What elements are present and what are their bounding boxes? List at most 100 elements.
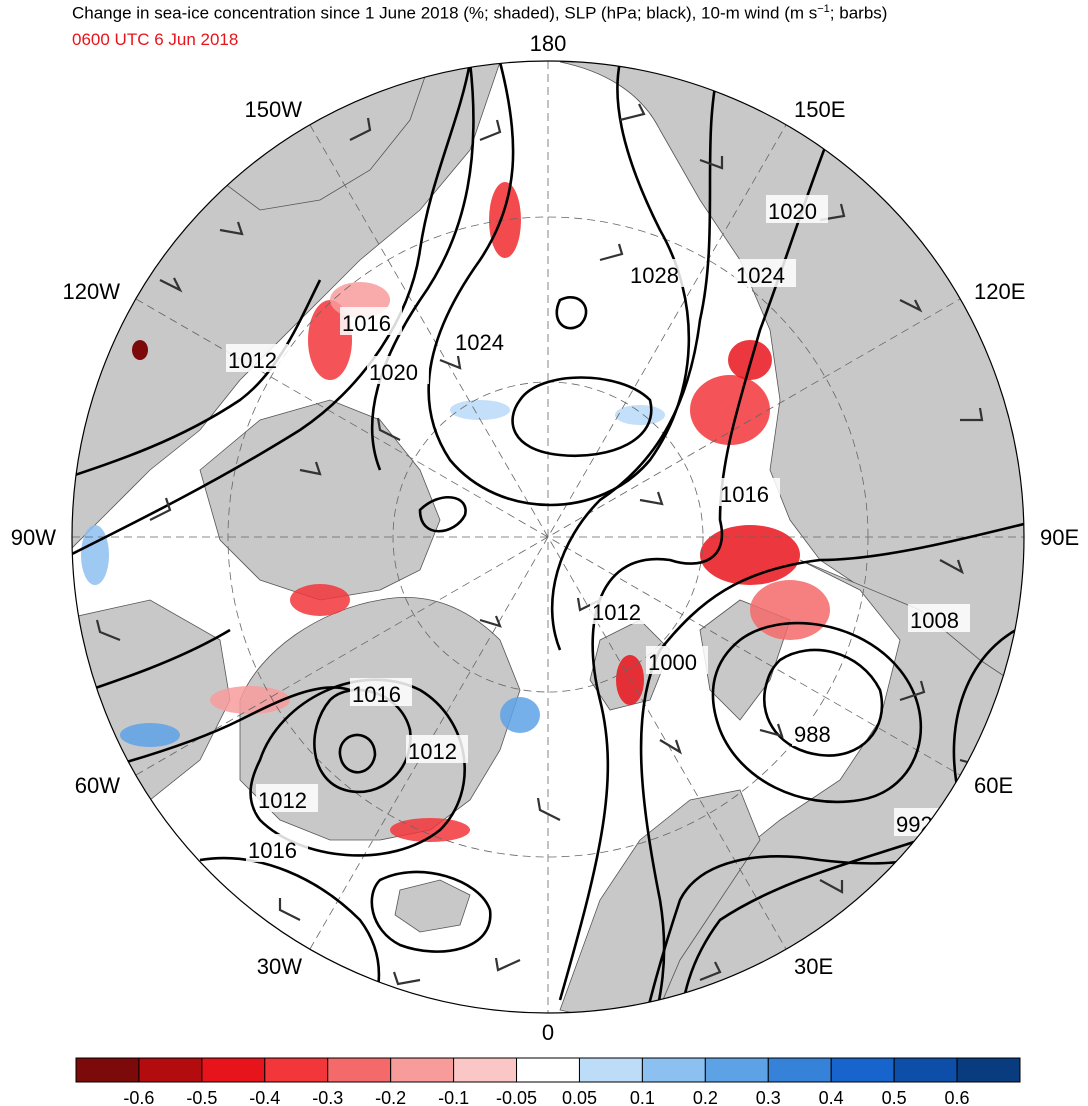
longitude-labels: 180 150E 120E 90E 60E 30E 0 30W 60W 90W …: [11, 31, 1079, 1045]
wind-barb: [299, 461, 322, 476]
lon-label-60w: 60W: [75, 773, 120, 798]
wind-barb: [149, 497, 172, 521]
lon-label-30e: 30E: [794, 954, 833, 979]
isobar-label: 1024: [455, 330, 504, 355]
isobar-label: 1016: [248, 838, 297, 863]
ice-gain-central: [450, 400, 510, 420]
colorbar-box: [453, 1057, 518, 1083]
ice-loss-hudson: [210, 686, 290, 714]
isobar-11: [762, 648, 884, 757]
isobar-7: [550, 61, 722, 651]
isobar-16: [249, 678, 466, 857]
isobar-1: [370, 61, 475, 471]
wind-barb: [939, 559, 964, 575]
title-text-main: Change in sea-ice concentration since 1 …: [72, 3, 818, 23]
colorbar-box: [578, 1057, 643, 1083]
isobar-label-bg: [246, 834, 308, 862]
land-iceland: [394, 879, 471, 933]
colorbar-tick-label: -0.5: [186, 1088, 217, 1106]
isobar-4: [555, 296, 588, 330]
isobar-18: [370, 870, 492, 953]
colorbar-box: [264, 1057, 329, 1083]
meridian-150: [309, 124, 787, 950]
wind-barb: [159, 277, 183, 293]
colorbar-tick-label: 0.05: [562, 1088, 597, 1106]
map-disk: 1016 1012 1020 1024 1028 1024 1020 1016 …: [72, 61, 1024, 1013]
wind-barb: [219, 221, 244, 236]
ice-loss-baffin: [290, 584, 350, 616]
ice-loss-small-1: [132, 340, 148, 360]
title-text-end: ; barbs): [829, 3, 888, 23]
colorbar-tick-label: -0.05: [496, 1088, 537, 1106]
ice-loss-greenland-east: [390, 818, 470, 842]
lon-label-0: 0: [542, 1020, 554, 1045]
isobar-label-bg: [628, 259, 690, 287]
isobar-15: [338, 733, 377, 774]
wind-barb: [392, 971, 421, 986]
valid-time-label: 0600 UTC 6 Jun 2018: [72, 30, 239, 49]
wind-barb: [494, 957, 521, 972]
isobar-label: 1024: [736, 263, 785, 288]
wind-barb: [479, 119, 502, 142]
graticule: [72, 61, 1024, 1013]
wind-barb: [376, 417, 401, 441]
wind-barb: [599, 243, 624, 262]
isobar-label: 1028: [630, 263, 679, 288]
wind-barb: [278, 898, 301, 921]
lon-label-150e: 150E: [794, 97, 845, 122]
isobar-label: 988: [794, 722, 831, 747]
ice-loss-laptev: [690, 375, 770, 445]
colorbar-box: [767, 1057, 832, 1083]
wind-barb: [699, 156, 724, 170]
isobar-label-bg: [340, 307, 402, 335]
ice-loss-barents: [616, 655, 644, 705]
wind-barb: [639, 491, 664, 506]
land-canadian-archipelago: [199, 399, 441, 601]
wind-barb: [960, 407, 984, 422]
colorbar-tick-label: 0.4: [819, 1088, 844, 1106]
isobar-label: 1012: [258, 788, 307, 813]
isobar-3: [511, 376, 653, 458]
colorbar-tick-label: 0.1: [630, 1088, 655, 1106]
lon-label-180: 180: [530, 31, 567, 56]
isobar-label-bg: [718, 478, 780, 506]
wind-barb: [479, 615, 502, 628]
ice-loss-chukchi: [489, 182, 521, 258]
isobar-label: 1020: [369, 360, 418, 385]
isobar-label: 1020: [768, 199, 817, 224]
colorbar-box: [956, 1057, 1021, 1083]
colorbar-box: [327, 1057, 392, 1083]
wind-barb: [899, 299, 923, 313]
map-border: [71, 60, 1025, 1014]
colorbar-box: [75, 1057, 140, 1083]
wind-barb: [759, 723, 784, 738]
isobar-label: 1016: [720, 482, 769, 507]
colorbar-tick-label: 0.6: [945, 1088, 970, 1106]
wind-barb: [95, 619, 121, 642]
colorbar-boxes: [75, 1057, 1021, 1083]
wind-barb: [699, 961, 722, 982]
lon-label-120w: 120W: [63, 279, 121, 304]
isobar-label-bg: [367, 356, 429, 384]
colorbar-labels: -0.6 -0.5 -0.4 -0.3 -0.2 -0.1 -0.05 0.05 0.1 0.2 0…: [123, 1088, 969, 1106]
lon-label-30w: 30W: [257, 954, 302, 979]
lon-label-90w: 90W: [11, 525, 56, 550]
isobar-2: [427, 61, 691, 507]
colorbar-tick-label: 0.2: [693, 1088, 718, 1106]
wind-barb: [899, 680, 926, 702]
isobar-label-bg: [734, 259, 796, 287]
ice-gain-hudson-2: [81, 525, 109, 585]
isobar-label: 1012: [592, 600, 641, 625]
wind-barb: [659, 739, 682, 755]
isobar-label-bg: [908, 604, 970, 632]
isobar-label-bg: [766, 195, 828, 223]
isobar-label-bg: [590, 596, 652, 624]
isobar-label-bg: [406, 735, 468, 763]
wind-barb: [154, 861, 181, 882]
colorbar-box: [641, 1057, 706, 1083]
wind-barb: [536, 797, 561, 821]
wind-barb: [619, 103, 646, 122]
isobar-5: [418, 495, 467, 533]
colorbar-box: [138, 1057, 203, 1083]
